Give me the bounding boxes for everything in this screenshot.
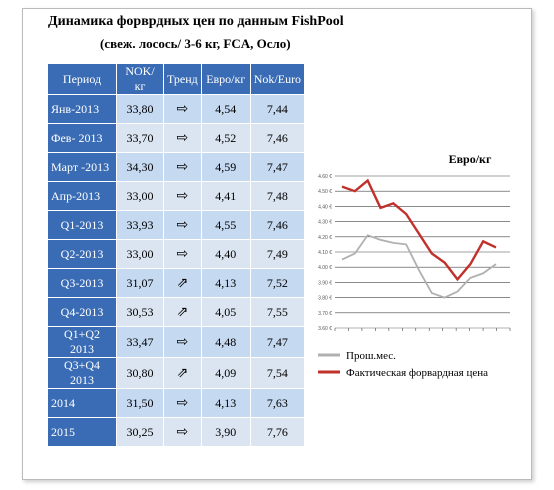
value-cell: 34,30 bbox=[116, 152, 164, 182]
y-tick-label: 4.50 € bbox=[318, 189, 332, 195]
legend-label: Прош.мес. bbox=[346, 350, 396, 362]
value-cell: 31,07 bbox=[116, 268, 164, 298]
value-cell: 7,76 bbox=[249, 417, 306, 447]
y-tick-label: 3.60 € bbox=[318, 326, 332, 332]
value-cell: ⇨ bbox=[163, 181, 202, 211]
value-cell: 31,50 bbox=[116, 388, 164, 418]
value-cell: ⇗ bbox=[163, 357, 202, 389]
value-cell: 7,47 bbox=[249, 326, 306, 358]
table-row: Q2-2013 33,00 ⇨ 4,40 7,49 bbox=[47, 239, 306, 269]
value-cell: 4,13 bbox=[200, 268, 251, 298]
value-cell: ⇗ bbox=[163, 268, 202, 298]
header-row: Период NOK/кг Тренд Евро/кг Nok/Euro bbox=[47, 63, 306, 95]
value-cell: 4,54 bbox=[200, 94, 251, 124]
header-cell: Период bbox=[47, 63, 117, 95]
period-cell: Q3-2013 bbox=[47, 268, 117, 298]
period-cell: Q4-2013 bbox=[47, 297, 117, 327]
title: Динамика форврдных цен по данным FishPoo… bbox=[48, 14, 344, 29]
value-cell: 4,59 bbox=[200, 152, 251, 182]
legend-label: Фактическая форвардная цена bbox=[346, 367, 488, 379]
value-cell: 7,46 bbox=[249, 210, 306, 240]
chart-title: Евро/кг bbox=[449, 152, 492, 166]
value-cell: 4,41 bbox=[200, 181, 251, 211]
period-cell: Фев- 2013 bbox=[47, 123, 117, 153]
value-cell: 30,80 bbox=[116, 357, 164, 389]
period-cell: 2015 bbox=[47, 417, 117, 447]
series-line bbox=[341, 178, 497, 282]
y-tick-label: 3.90 € bbox=[318, 280, 332, 286]
subtitle: (свеж. лосось/ 3-6 кг, FCA, Осло) bbox=[100, 36, 291, 51]
value-cell: ⇨ bbox=[163, 94, 202, 124]
y-tick-label: 4.00 € bbox=[318, 265, 332, 271]
value-cell: 33,93 bbox=[116, 210, 164, 240]
table-row: Q4-2013 30,53 ⇗ 4,05 7,55 bbox=[47, 297, 306, 327]
table-row: Март -2013 34,30 ⇨ 4,59 7,47 bbox=[47, 152, 306, 182]
value-cell: ⇨ bbox=[163, 417, 202, 447]
value-cell: 33,70 bbox=[116, 123, 164, 153]
value-cell: ⇗ bbox=[163, 297, 202, 327]
table-row: Q1-2013 33,93 ⇨ 4,55 7,46 bbox=[47, 210, 306, 240]
value-cell: 4,13 bbox=[200, 388, 251, 418]
header-cell: Евро/кг bbox=[200, 63, 251, 95]
header-cell: Тренд bbox=[163, 63, 202, 95]
period-cell: Янв-2013 bbox=[47, 94, 117, 124]
value-cell: 7,49 bbox=[249, 239, 306, 269]
y-tick-label: 3.80 € bbox=[318, 296, 332, 302]
period-cell: 2014 bbox=[47, 388, 117, 418]
value-cell: ⇨ bbox=[163, 123, 202, 153]
value-cell: 3,90 bbox=[200, 417, 251, 447]
value-cell: 7,46 bbox=[249, 123, 306, 153]
y-tick-label: 4.40 € bbox=[318, 204, 332, 210]
value-cell: 7,47 bbox=[249, 152, 306, 182]
period-cell: Q3+Q4 2013 bbox=[47, 357, 117, 389]
value-cell: ⇨ bbox=[163, 152, 202, 182]
table-row: Янв-2013 33,80 ⇨ 4,54 7,44 bbox=[47, 94, 306, 124]
table-row: Q3+Q4 2013 30,80 ⇗ 4,09 7,54 bbox=[47, 357, 306, 389]
value-cell: ⇨ bbox=[163, 210, 202, 240]
value-cell: 33,80 bbox=[116, 94, 164, 124]
value-cell: 7,44 bbox=[249, 94, 306, 124]
value-cell: 33,00 bbox=[116, 181, 164, 211]
value-cell: ⇨ bbox=[163, 388, 202, 418]
table-row: Апр-2013 33,00 ⇨ 4,41 7,48 bbox=[47, 181, 306, 211]
y-tick-label: 4.60 € bbox=[318, 174, 332, 180]
value-cell: 4,05 bbox=[200, 297, 251, 327]
value-cell: 7,63 bbox=[249, 388, 306, 418]
y-tick-label: 3.70 € bbox=[318, 311, 332, 317]
value-cell: 7,55 bbox=[249, 297, 306, 327]
value-cell: 30,25 bbox=[116, 417, 164, 447]
table-row: Q3-2013 31,07 ⇗ 4,13 7,52 bbox=[47, 268, 306, 298]
value-cell: 7,52 bbox=[249, 268, 306, 298]
value-cell: 33,00 bbox=[116, 239, 164, 269]
period-cell: Апр-2013 bbox=[47, 181, 117, 211]
frame bbox=[22, 8, 532, 480]
value-cell: 4,09 bbox=[200, 357, 251, 389]
value-cell: 7,48 bbox=[249, 181, 306, 211]
table-row: 2014 31,50 ⇨ 4,13 7,63 bbox=[47, 388, 306, 418]
y-tick-label: 4.20 € bbox=[318, 235, 332, 241]
value-cell: 30,53 bbox=[116, 297, 164, 327]
y-tick-label: 4.30 € bbox=[318, 220, 332, 226]
table-row: 2015 30,25 ⇨ 3,90 7,76 bbox=[47, 417, 306, 447]
price-table: Период NOK/кг Тренд Евро/кг Nok/Euro Янв-2013… bbox=[47, 63, 306, 447]
series-line bbox=[341, 234, 497, 299]
value-cell: 4,40 bbox=[200, 239, 251, 269]
y-tick-label: 4.10 € bbox=[318, 250, 332, 256]
value-cell: 7,54 bbox=[249, 357, 306, 389]
